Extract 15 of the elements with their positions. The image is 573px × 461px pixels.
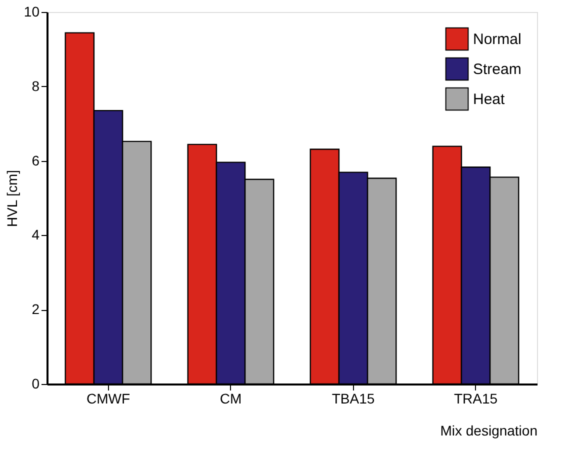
y-tick-label: 2: [32, 301, 40, 318]
y-tick-label: 4: [32, 226, 40, 243]
y-tick-label: 8: [32, 78, 40, 94]
x-tick-label: TBA15: [332, 390, 375, 406]
legend-label: Normal: [473, 31, 522, 48]
legend-label: Heat: [473, 91, 506, 108]
y-tick-label: 0: [32, 376, 40, 392]
y-axis-title: HVL [cm]: [4, 170, 20, 228]
y-tick-label: 6: [32, 152, 40, 168]
x-axis-title: Mix designation: [440, 422, 538, 438]
x-tick-label: CM: [220, 390, 242, 406]
x-tick-label: CMWF: [86, 390, 130, 406]
y-tick-label: 10: [24, 4, 40, 20]
x-tick-label: TRA15: [454, 390, 498, 406]
legend-label: Stream: [473, 61, 522, 78]
